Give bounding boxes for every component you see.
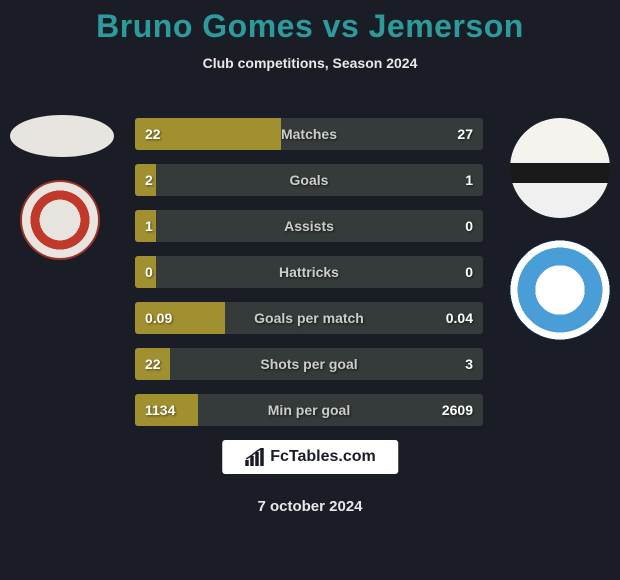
- logo-text: FcTables.com: [270, 448, 376, 466]
- stat-value-right: 0: [465, 218, 473, 234]
- stat-value-right: 0: [465, 264, 473, 280]
- stat-value-right: 0.04: [446, 310, 473, 326]
- stat-label: Goals: [290, 172, 329, 188]
- stat-label: Min per goal: [268, 402, 350, 418]
- chart-icon: [244, 448, 264, 466]
- comparison-title: Bruno Gomes vs Jemerson: [0, 0, 620, 45]
- stat-row: 0.09 0.04 Goals per match: [135, 302, 483, 334]
- stat-label: Matches: [281, 126, 337, 142]
- player-avatar-right: [510, 118, 610, 218]
- stat-row: 2 1 Goals: [135, 164, 483, 196]
- stat-row: 22 27 Matches: [135, 118, 483, 150]
- stat-value-left: 22: [145, 126, 161, 142]
- stat-value-left: 1134: [145, 402, 175, 418]
- stats-container: 22 27 Matches 2 1 Goals 1 0 Assists 0 0 Hattricks 0.…: [135, 118, 483, 440]
- stat-value-left: 1: [145, 218, 153, 234]
- stat-label: Shots per goal: [260, 356, 357, 372]
- club-badge-right: [510, 240, 610, 340]
- stat-value-right: 3: [465, 356, 473, 372]
- stat-label: Assists: [284, 218, 334, 234]
- stat-row: 22 3 Shots per goal: [135, 348, 483, 380]
- stat-row: 0 0 Hattricks: [135, 256, 483, 288]
- subtitle: Club competitions, Season 2024: [0, 55, 620, 71]
- stat-value-left: 0: [145, 264, 153, 280]
- fctables-logo[interactable]: FcTables.com: [222, 440, 398, 474]
- stat-value-left: 2: [145, 172, 153, 188]
- club-badge-left: [20, 180, 100, 260]
- date-label: 7 october 2024: [257, 498, 362, 515]
- stat-value-left: 22: [145, 356, 161, 372]
- stat-label: Hattricks: [279, 264, 339, 280]
- stat-label: Goals per match: [254, 310, 364, 326]
- stat-value-right: 1: [465, 172, 473, 188]
- stat-row: 1134 2609 Min per goal: [135, 394, 483, 426]
- stat-value-left: 0.09: [145, 310, 172, 326]
- stat-value-right: 2609: [442, 402, 473, 418]
- stat-value-right: 27: [457, 126, 473, 142]
- stat-row: 1 0 Assists: [135, 210, 483, 242]
- player-avatar-left: [10, 115, 114, 157]
